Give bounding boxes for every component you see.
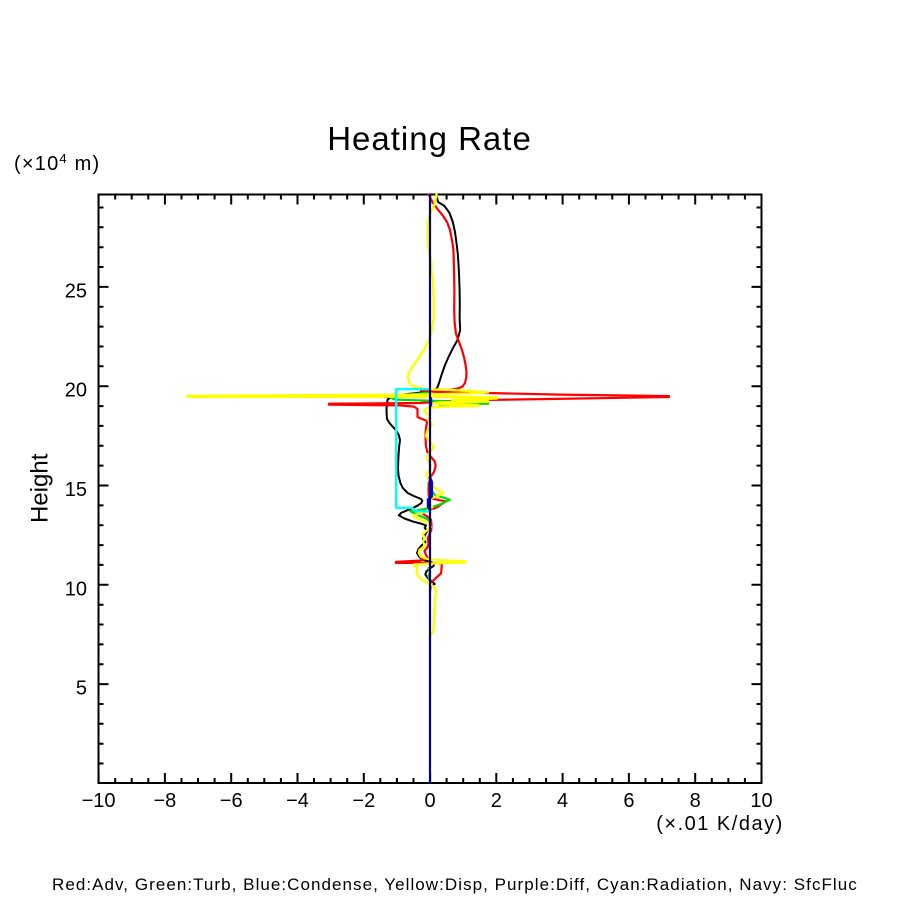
svg-text:25: 25 [65,280,87,302]
svg-text:15: 15 [65,479,87,501]
svg-text:0: 0 [425,790,436,812]
svg-text:4: 4 [557,790,568,812]
svg-text:Red:Adv, Green:Turb, Blue:Cond: Red:Adv, Green:Turb, Blue:Condense, Yell… [52,875,858,894]
svg-text:(×.01 K/day): (×.01 K/day) [656,813,784,835]
svg-text:6: 6 [623,790,634,812]
svg-text:10: 10 [65,578,87,600]
svg-text:5: 5 [76,678,87,700]
svg-text:Height: Height [27,453,54,523]
svg-text:−10: −10 [82,790,116,812]
svg-text:−2: −2 [352,790,375,812]
svg-text:−6: −6 [220,790,243,812]
svg-text:8: 8 [690,790,701,812]
svg-text:20: 20 [65,380,87,402]
svg-text:2: 2 [491,790,502,812]
svg-text:Heating Rate: Heating Rate [327,120,532,157]
svg-text:(×104 m): (×104 m) [14,151,100,175]
svg-text:−4: −4 [286,790,309,812]
svg-text:−8: −8 [153,790,176,812]
svg-text:10: 10 [750,790,772,812]
